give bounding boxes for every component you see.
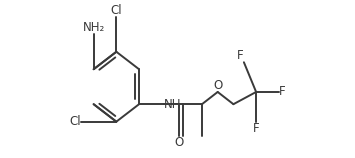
Text: F: F	[237, 49, 244, 62]
Text: O: O	[213, 79, 222, 92]
Text: Cl: Cl	[110, 4, 122, 17]
Text: O: O	[175, 136, 184, 149]
Text: F: F	[279, 85, 285, 98]
Text: F: F	[253, 122, 260, 135]
Text: Cl: Cl	[70, 115, 81, 128]
Text: NH: NH	[164, 98, 181, 111]
Text: NH₂: NH₂	[82, 21, 105, 34]
